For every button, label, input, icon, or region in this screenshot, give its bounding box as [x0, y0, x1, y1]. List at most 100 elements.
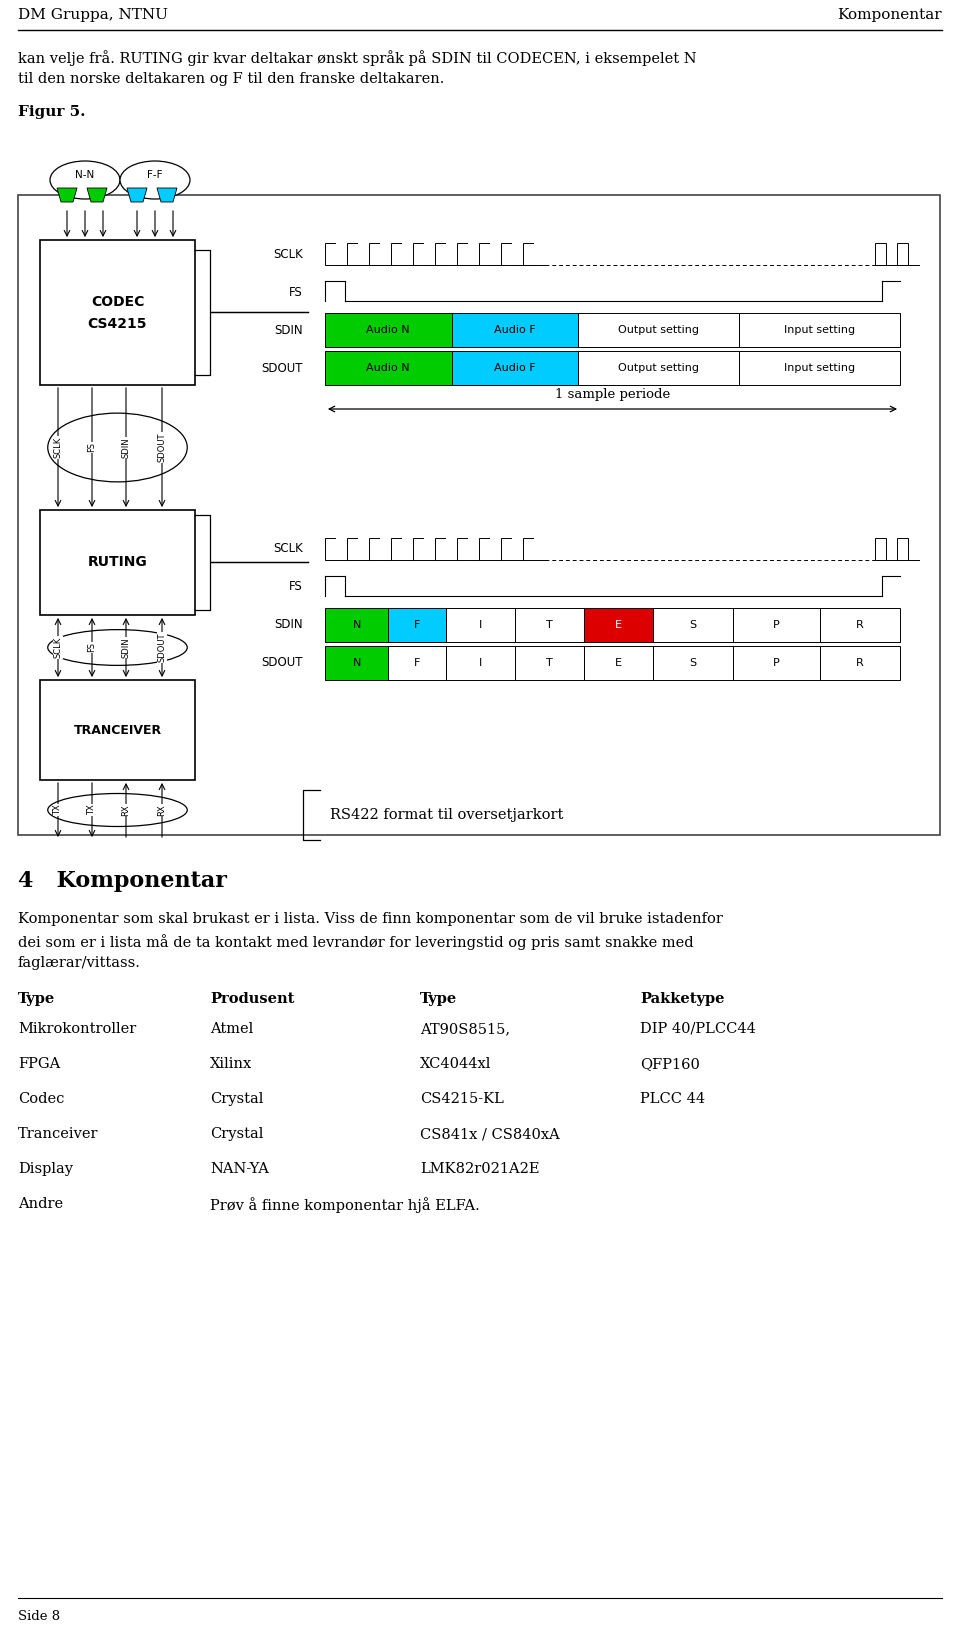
Bar: [325, 646, 388, 680]
Bar: [512, 242, 523, 265]
Polygon shape: [157, 189, 177, 202]
Text: N: N: [352, 659, 361, 668]
Text: CS841x / CS840xA: CS841x / CS840xA: [420, 1127, 560, 1141]
Text: N: N: [352, 620, 361, 629]
Text: RUTING: RUTING: [87, 556, 148, 569]
Text: R: R: [856, 620, 864, 629]
Bar: [490, 242, 501, 265]
Text: T: T: [546, 659, 553, 668]
Text: XC4044xl: XC4044xl: [420, 1057, 492, 1072]
Bar: [325, 351, 451, 385]
Text: Mikrokontroller: Mikrokontroller: [18, 1023, 136, 1036]
Bar: [468, 538, 479, 561]
Bar: [358, 538, 369, 561]
Text: Output setting: Output setting: [618, 363, 699, 372]
Bar: [534, 538, 545, 561]
Bar: [468, 242, 479, 265]
Text: faglærar/vittass.: faglærar/vittass.: [18, 956, 141, 971]
Bar: [413, 242, 424, 265]
Text: TRANCEIVER: TRANCEIVER: [73, 724, 161, 737]
Bar: [435, 242, 446, 265]
Text: I: I: [479, 620, 482, 629]
Bar: [515, 608, 584, 642]
Bar: [534, 242, 545, 265]
Text: I: I: [479, 659, 482, 668]
Text: SDIN: SDIN: [275, 618, 303, 631]
Text: Output setting: Output setting: [618, 325, 699, 335]
Text: FS: FS: [87, 442, 97, 452]
Text: LMK82r021A2E: LMK82r021A2E: [420, 1163, 540, 1176]
Bar: [380, 242, 391, 265]
Text: S: S: [689, 620, 697, 629]
Text: Side 8: Side 8: [18, 1610, 60, 1623]
Bar: [490, 538, 501, 561]
Bar: [451, 312, 578, 346]
Bar: [457, 242, 468, 265]
Bar: [512, 538, 523, 561]
Bar: [733, 646, 820, 680]
Bar: [325, 312, 451, 346]
Text: QFP160: QFP160: [640, 1057, 700, 1072]
Bar: [424, 242, 435, 265]
Text: Xilinx: Xilinx: [210, 1057, 252, 1072]
Text: R: R: [856, 659, 864, 668]
Polygon shape: [127, 189, 147, 202]
Text: SCLK: SCLK: [54, 637, 62, 659]
Text: SCLK: SCLK: [274, 543, 303, 556]
Text: Type: Type: [18, 992, 56, 1006]
Text: S: S: [689, 659, 697, 668]
Bar: [347, 538, 358, 561]
Text: SDIN: SDIN: [275, 324, 303, 337]
Text: Audio N: Audio N: [367, 363, 410, 372]
Text: Figur 5.: Figur 5.: [18, 106, 85, 119]
Bar: [380, 538, 391, 561]
Text: 1 sample periode: 1 sample periode: [555, 389, 670, 402]
Text: 4   Komponentar: 4 Komponentar: [18, 870, 227, 893]
Text: SDOUT: SDOUT: [261, 657, 303, 670]
Text: CS4215-KL: CS4215-KL: [420, 1093, 504, 1106]
Polygon shape: [87, 189, 107, 202]
Text: kan velje frå. RUTING gir kvar deltakar ønskt språk på SDIN til CODECEN, i eksem: kan velje frå. RUTING gir kvar deltakar …: [18, 50, 697, 67]
Text: AT90S8515,: AT90S8515,: [420, 1023, 510, 1036]
Bar: [336, 538, 347, 561]
Bar: [820, 608, 900, 642]
Polygon shape: [57, 189, 77, 202]
Text: Audio F: Audio F: [494, 363, 536, 372]
Text: CODEC: CODEC: [91, 296, 144, 309]
Bar: [897, 242, 908, 265]
Text: Crystal: Crystal: [210, 1127, 263, 1141]
Bar: [501, 242, 512, 265]
Bar: [358, 242, 369, 265]
Text: dei som er i lista må de ta kontakt med levrandør for leveringstid og pris samt : dei som er i lista må de ta kontakt med …: [18, 933, 694, 950]
Text: SDIN: SDIN: [122, 637, 131, 659]
Bar: [391, 538, 402, 561]
Bar: [739, 351, 900, 385]
Bar: [369, 538, 380, 561]
Text: TX: TX: [87, 805, 97, 815]
Bar: [733, 608, 820, 642]
Text: SCLK: SCLK: [54, 437, 62, 459]
Text: Produsent: Produsent: [210, 992, 295, 1006]
Text: FS: FS: [87, 642, 97, 652]
Text: Input setting: Input setting: [784, 363, 855, 372]
Bar: [584, 646, 653, 680]
Text: E: E: [614, 620, 622, 629]
Bar: [402, 538, 413, 561]
Bar: [435, 538, 446, 561]
Text: RS422 format til oversetjarkort: RS422 format til oversetjarkort: [330, 808, 564, 823]
Text: F: F: [414, 659, 420, 668]
Bar: [40, 241, 195, 385]
Text: Input setting: Input setting: [784, 325, 855, 335]
Bar: [875, 538, 886, 561]
Text: DM Gruppa, NTNU: DM Gruppa, NTNU: [18, 8, 168, 23]
Text: T: T: [546, 620, 553, 629]
Bar: [578, 312, 739, 346]
Bar: [40, 680, 195, 780]
Bar: [325, 242, 336, 265]
Text: Display: Display: [18, 1163, 73, 1176]
Bar: [40, 511, 195, 615]
Bar: [653, 646, 733, 680]
Bar: [875, 242, 886, 265]
Text: N-N: N-N: [76, 171, 95, 180]
Text: CS4215: CS4215: [87, 317, 147, 332]
